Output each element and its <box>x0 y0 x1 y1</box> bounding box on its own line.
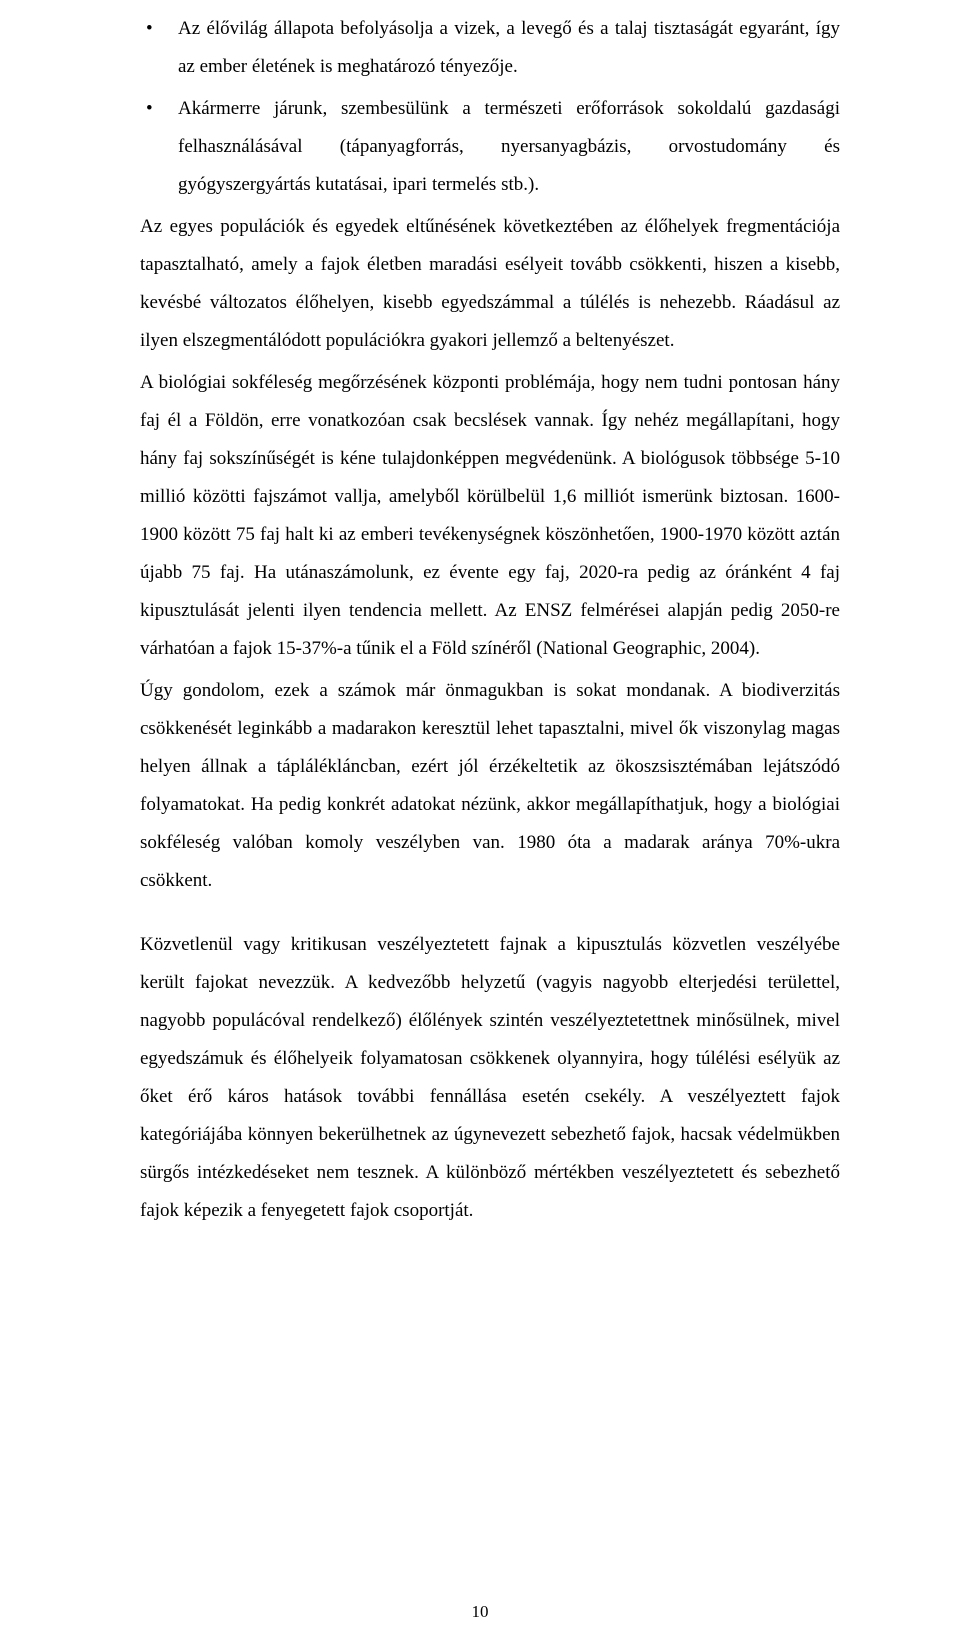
paragraph: Közvetlenül vagy kritikusan veszélyeztet… <box>140 926 840 1230</box>
paragraph: A biológiai sokféleség megőrzésének közp… <box>140 364 840 668</box>
bullet-text: Az élővilág állapota befolyásolja a vize… <box>178 18 840 77</box>
vertical-gap <box>140 904 840 926</box>
paragraph: Az egyes populációk és egyedek eltűnésén… <box>140 208 840 360</box>
bullet-list: Az élővilág állapota befolyásolja a vize… <box>140 10 840 204</box>
paragraph: Úgy gondolom, ezek a számok már önmagukb… <box>140 672 840 900</box>
bullet-text: Akármerre járunk, szembesülünk a termész… <box>178 98 840 195</box>
list-item: Az élővilág állapota befolyásolja a vize… <box>140 10 840 86</box>
document-page: Az élővilág állapota befolyásolja a vize… <box>0 0 960 1640</box>
list-item: Akármerre járunk, szembesülünk a termész… <box>140 90 840 204</box>
page-number: 10 <box>0 1602 960 1622</box>
